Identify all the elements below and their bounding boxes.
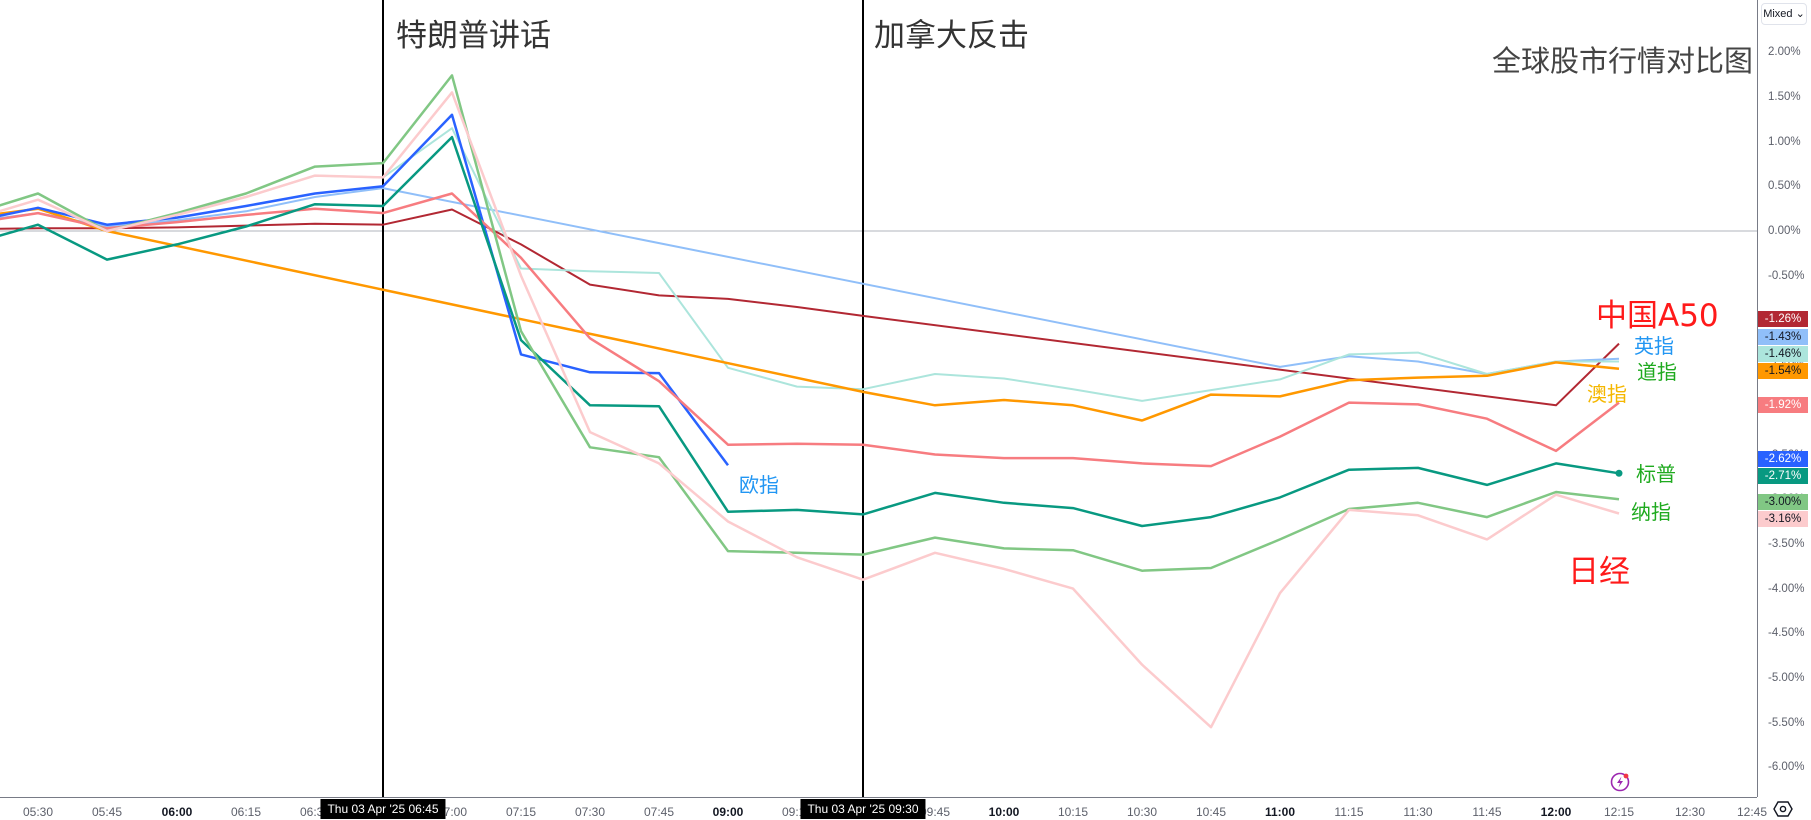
y-tick-label: -5.50% bbox=[1768, 716, 1805, 729]
x-tick-label: 12:15 bbox=[1603, 805, 1635, 819]
series-label-ftse: 英指 bbox=[1634, 334, 1674, 358]
last-price-tag: -3.16% bbox=[1758, 511, 1808, 527]
crosshair-time-tag-1: Thu 03 Apr '25 06:45 bbox=[320, 799, 446, 819]
time-axis[interactable] bbox=[0, 797, 1757, 820]
series-label-ndx: 纳指 bbox=[1631, 500, 1671, 524]
y-tick-label: -4.50% bbox=[1768, 627, 1805, 640]
x-tick-label: 06:00 bbox=[161, 805, 193, 819]
series-label-dow: 道指 bbox=[1637, 360, 1677, 384]
last-price-tag: -1.26% bbox=[1758, 311, 1808, 327]
series-label-spx: 标普 bbox=[1636, 462, 1676, 486]
settings-gear-icon[interactable] bbox=[1773, 800, 1793, 818]
event-label-trump-speech: 特朗普讲话 bbox=[396, 18, 551, 54]
series-line-3[interactable] bbox=[0, 207, 1620, 422]
x-tick-label: 12:30 bbox=[1674, 805, 1706, 819]
series-label-nikkei: 日经 bbox=[1568, 554, 1630, 590]
series-label-asx: 澳指 bbox=[1587, 382, 1627, 406]
x-tick-label: 05:30 bbox=[22, 805, 54, 819]
series-line-2[interactable] bbox=[0, 127, 1619, 402]
x-tick-label: 10:30 bbox=[1126, 805, 1158, 819]
x-tick-label: 12:00 bbox=[1540, 805, 1572, 819]
x-tick-label: 11:15 bbox=[1334, 805, 1364, 819]
plot-canvas[interactable] bbox=[0, 0, 1757, 797]
x-tick-label: 07:45 bbox=[643, 805, 675, 819]
x-tick-label: 09:45 bbox=[919, 805, 951, 819]
chevron-down-icon: ⌄ bbox=[1795, 8, 1805, 20]
series-line-0[interactable] bbox=[0, 208, 1620, 407]
series-line-5[interactable] bbox=[0, 192, 1620, 468]
y-tick-label: -0.50% bbox=[1768, 269, 1805, 282]
x-tick-label: 11:45 bbox=[1472, 805, 1502, 819]
last-price-tag: -3.00% bbox=[1758, 494, 1808, 510]
last-price-tag: -1.92% bbox=[1758, 397, 1808, 413]
x-tick-label: 07:30 bbox=[574, 805, 606, 819]
x-tick-label: 09:00 bbox=[712, 805, 744, 819]
y-tick-label: 0.50% bbox=[1768, 180, 1801, 193]
chart-title: 全球股市行情对比图 bbox=[1491, 44, 1753, 78]
lightning-alert-icon[interactable] bbox=[1609, 771, 1631, 793]
y-tick-label: 2.00% bbox=[1768, 46, 1801, 59]
last-price-tag: -1.54% bbox=[1758, 363, 1808, 379]
last-price-tag: -2.71% bbox=[1758, 468, 1808, 484]
x-tick-label: 11:00 bbox=[1264, 805, 1296, 819]
y-tick-label: -6.00% bbox=[1768, 761, 1805, 774]
event-label-canada-retaliation: 加拿大反击 bbox=[874, 18, 1029, 54]
y-tick-label: -5.00% bbox=[1768, 672, 1805, 684]
series-line-4[interactable] bbox=[0, 113, 730, 466]
series-line-7[interactable] bbox=[0, 74, 1620, 572]
last-price-tag: -2.62% bbox=[1758, 451, 1808, 467]
scale-mode-dropdown[interactable]: Mixed ⌄ bbox=[1761, 3, 1807, 25]
y-tick-label: -4.00% bbox=[1768, 582, 1805, 595]
x-tick-label: 06:15 bbox=[230, 805, 262, 819]
series-label-a50: 中国A50 bbox=[1596, 298, 1719, 334]
series-label-stoxx: 欧指 bbox=[739, 473, 779, 497]
y-tick-label: -3.50% bbox=[1768, 537, 1805, 550]
y-tick-label: 1.50% bbox=[1768, 90, 1801, 103]
y-tick-label: 1.00% bbox=[1768, 135, 1801, 148]
price-axis[interactable] bbox=[1757, 0, 1811, 797]
x-tick-label: 07:15 bbox=[505, 805, 537, 819]
x-tick-label: 10:15 bbox=[1057, 805, 1089, 819]
crosshair-time-tag-2: Thu 03 Apr '25 09:30 bbox=[800, 799, 926, 819]
series-line-8[interactable] bbox=[0, 91, 1620, 729]
series-end-dot bbox=[1615, 469, 1623, 477]
last-price-tag: -1.46% bbox=[1758, 346, 1808, 362]
y-tick-label: 0.00% bbox=[1768, 225, 1801, 237]
x-tick-label: 12:45 bbox=[1736, 805, 1768, 819]
x-tick-label: 11:30 bbox=[1403, 805, 1433, 819]
x-tick-label: 10:00 bbox=[988, 805, 1020, 819]
x-tick-label: 05:45 bbox=[91, 805, 123, 819]
scale-mode-label: Mixed bbox=[1763, 8, 1793, 20]
last-price-tag: -1.43% bbox=[1758, 329, 1808, 345]
series-line-6[interactable] bbox=[0, 135, 1620, 528]
x-tick-label: 10:45 bbox=[1195, 805, 1227, 819]
